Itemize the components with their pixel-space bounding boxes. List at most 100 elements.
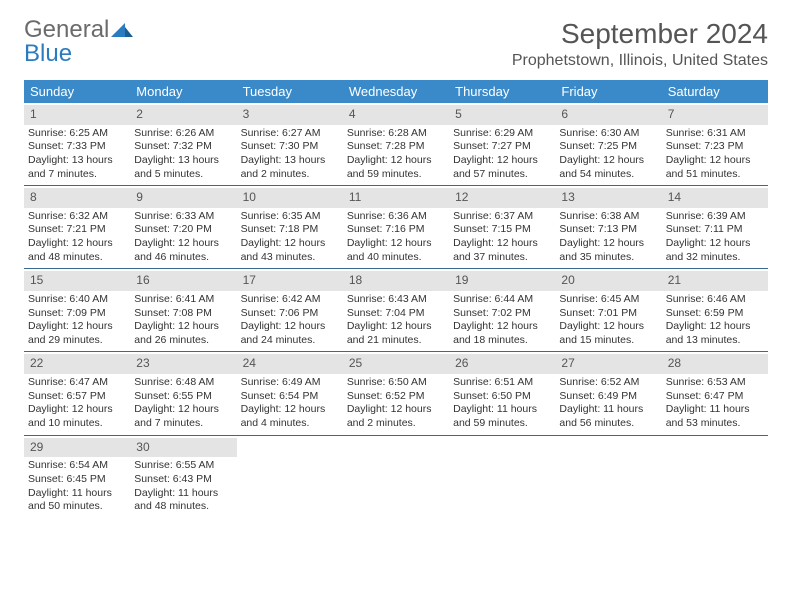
sunrise: Sunrise: 6:48 AM bbox=[134, 376, 232, 390]
day-cell: 30Sunrise: 6:55 AMSunset: 6:43 PMDayligh… bbox=[130, 436, 236, 518]
day-header: Monday bbox=[130, 80, 236, 103]
day-header: Friday bbox=[555, 80, 661, 103]
day-info: Sunrise: 6:36 AMSunset: 7:16 PMDaylight:… bbox=[347, 210, 445, 265]
day-number: 23 bbox=[130, 354, 236, 374]
daylight: Daylight: 12 hours and 4 minutes. bbox=[241, 403, 339, 430]
sunset: Sunset: 7:01 PM bbox=[559, 307, 657, 321]
daylight: Daylight: 11 hours and 59 minutes. bbox=[453, 403, 551, 430]
day-number-empty bbox=[449, 438, 555, 458]
day-number: 9 bbox=[130, 188, 236, 208]
day-number: 15 bbox=[24, 271, 130, 291]
sunrise: Sunrise: 6:51 AM bbox=[453, 376, 551, 390]
day-info: Sunrise: 6:51 AMSunset: 6:50 PMDaylight:… bbox=[453, 376, 551, 431]
daylight: Daylight: 12 hours and 24 minutes. bbox=[241, 320, 339, 347]
sunset: Sunset: 7:27 PM bbox=[453, 140, 551, 154]
day-number: 4 bbox=[343, 105, 449, 125]
day-cell: 15Sunrise: 6:40 AMSunset: 7:09 PMDayligh… bbox=[24, 269, 130, 351]
day-cell: 20Sunrise: 6:45 AMSunset: 7:01 PMDayligh… bbox=[555, 269, 661, 351]
sunrise: Sunrise: 6:40 AM bbox=[28, 293, 126, 307]
day-info: Sunrise: 6:39 AMSunset: 7:11 PMDaylight:… bbox=[666, 210, 764, 265]
day-info: Sunrise: 6:27 AMSunset: 7:30 PMDaylight:… bbox=[241, 127, 339, 182]
day-info: Sunrise: 6:38 AMSunset: 7:13 PMDaylight:… bbox=[559, 210, 657, 265]
daylight: Daylight: 12 hours and 13 minutes. bbox=[666, 320, 764, 347]
week-row: 15Sunrise: 6:40 AMSunset: 7:09 PMDayligh… bbox=[24, 269, 768, 352]
day-number: 21 bbox=[662, 271, 768, 291]
day-info: Sunrise: 6:49 AMSunset: 6:54 PMDaylight:… bbox=[241, 376, 339, 431]
sunset: Sunset: 6:52 PM bbox=[347, 390, 445, 404]
sunrise: Sunrise: 6:46 AM bbox=[666, 293, 764, 307]
day-number: 5 bbox=[449, 105, 555, 125]
day-cell: 26Sunrise: 6:51 AMSunset: 6:50 PMDayligh… bbox=[449, 352, 555, 434]
sunset: Sunset: 7:25 PM bbox=[559, 140, 657, 154]
sunrise: Sunrise: 6:49 AM bbox=[241, 376, 339, 390]
daylight: Daylight: 12 hours and 21 minutes. bbox=[347, 320, 445, 347]
sunset: Sunset: 7:02 PM bbox=[453, 307, 551, 321]
logo-text: General Blue bbox=[24, 18, 133, 66]
day-header: Sunday bbox=[24, 80, 130, 103]
calendar: Sunday Monday Tuesday Wednesday Thursday… bbox=[24, 80, 768, 518]
day-info: Sunrise: 6:37 AMSunset: 7:15 PMDaylight:… bbox=[453, 210, 551, 265]
day-cell: 5Sunrise: 6:29 AMSunset: 7:27 PMDaylight… bbox=[449, 103, 555, 185]
day-cell: 14Sunrise: 6:39 AMSunset: 7:11 PMDayligh… bbox=[662, 186, 768, 268]
day-number: 7 bbox=[662, 105, 768, 125]
day-info: Sunrise: 6:50 AMSunset: 6:52 PMDaylight:… bbox=[347, 376, 445, 431]
day-cell: 16Sunrise: 6:41 AMSunset: 7:08 PMDayligh… bbox=[130, 269, 236, 351]
day-number: 8 bbox=[24, 188, 130, 208]
logo-text-blue: Blue bbox=[24, 40, 72, 67]
sunset: Sunset: 6:59 PM bbox=[666, 307, 764, 321]
header: General Blue September 2024 Prophetstown… bbox=[24, 18, 768, 70]
day-info: Sunrise: 6:53 AMSunset: 6:47 PMDaylight:… bbox=[666, 376, 764, 431]
day-cell: 17Sunrise: 6:42 AMSunset: 7:06 PMDayligh… bbox=[237, 269, 343, 351]
day-cell: 12Sunrise: 6:37 AMSunset: 7:15 PMDayligh… bbox=[449, 186, 555, 268]
day-number: 24 bbox=[237, 354, 343, 374]
sunrise: Sunrise: 6:52 AM bbox=[559, 376, 657, 390]
day-cell: 24Sunrise: 6:49 AMSunset: 6:54 PMDayligh… bbox=[237, 352, 343, 434]
sunrise: Sunrise: 6:44 AM bbox=[453, 293, 551, 307]
day-number-empty bbox=[662, 438, 768, 458]
daylight: Daylight: 12 hours and 7 minutes. bbox=[134, 403, 232, 430]
week-row: 29Sunrise: 6:54 AMSunset: 6:45 PMDayligh… bbox=[24, 436, 768, 518]
sunrise: Sunrise: 6:50 AM bbox=[347, 376, 445, 390]
day-cell bbox=[555, 436, 661, 518]
sunset: Sunset: 7:13 PM bbox=[559, 223, 657, 237]
day-cell bbox=[237, 436, 343, 518]
day-number: 27 bbox=[555, 354, 661, 374]
sunrise: Sunrise: 6:39 AM bbox=[666, 210, 764, 224]
daylight: Daylight: 12 hours and 35 minutes. bbox=[559, 237, 657, 264]
sunrise: Sunrise: 6:54 AM bbox=[28, 459, 126, 473]
sunrise: Sunrise: 6:26 AM bbox=[134, 127, 232, 141]
day-number: 13 bbox=[555, 188, 661, 208]
day-cell: 9Sunrise: 6:33 AMSunset: 7:20 PMDaylight… bbox=[130, 186, 236, 268]
daylight: Daylight: 13 hours and 5 minutes. bbox=[134, 154, 232, 181]
daylight: Daylight: 12 hours and 51 minutes. bbox=[666, 154, 764, 181]
day-info: Sunrise: 6:46 AMSunset: 6:59 PMDaylight:… bbox=[666, 293, 764, 348]
sunrise: Sunrise: 6:53 AM bbox=[666, 376, 764, 390]
sunrise: Sunrise: 6:33 AM bbox=[134, 210, 232, 224]
sunset: Sunset: 7:09 PM bbox=[28, 307, 126, 321]
day-cell bbox=[449, 436, 555, 518]
day-info: Sunrise: 6:41 AMSunset: 7:08 PMDaylight:… bbox=[134, 293, 232, 348]
sunrise: Sunrise: 6:36 AM bbox=[347, 210, 445, 224]
day-cell: 25Sunrise: 6:50 AMSunset: 6:52 PMDayligh… bbox=[343, 352, 449, 434]
day-header: Wednesday bbox=[343, 80, 449, 103]
week-row: 1Sunrise: 6:25 AMSunset: 7:33 PMDaylight… bbox=[24, 103, 768, 186]
day-number: 17 bbox=[237, 271, 343, 291]
sunrise: Sunrise: 6:45 AM bbox=[559, 293, 657, 307]
day-info: Sunrise: 6:43 AMSunset: 7:04 PMDaylight:… bbox=[347, 293, 445, 348]
day-info: Sunrise: 6:40 AMSunset: 7:09 PMDaylight:… bbox=[28, 293, 126, 348]
daylight: Daylight: 12 hours and 40 minutes. bbox=[347, 237, 445, 264]
daylight: Daylight: 12 hours and 29 minutes. bbox=[28, 320, 126, 347]
day-cell: 8Sunrise: 6:32 AMSunset: 7:21 PMDaylight… bbox=[24, 186, 130, 268]
sunrise: Sunrise: 6:43 AM bbox=[347, 293, 445, 307]
day-info: Sunrise: 6:47 AMSunset: 6:57 PMDaylight:… bbox=[28, 376, 126, 431]
daylight: Daylight: 13 hours and 2 minutes. bbox=[241, 154, 339, 181]
day-cell: 2Sunrise: 6:26 AMSunset: 7:32 PMDaylight… bbox=[130, 103, 236, 185]
sunrise: Sunrise: 6:28 AM bbox=[347, 127, 445, 141]
daylight: Daylight: 12 hours and 32 minutes. bbox=[666, 237, 764, 264]
day-info: Sunrise: 6:26 AMSunset: 7:32 PMDaylight:… bbox=[134, 127, 232, 182]
day-number: 14 bbox=[662, 188, 768, 208]
day-number: 6 bbox=[555, 105, 661, 125]
sunset: Sunset: 7:21 PM bbox=[28, 223, 126, 237]
sunset: Sunset: 6:47 PM bbox=[666, 390, 764, 404]
sunrise: Sunrise: 6:25 AM bbox=[28, 127, 126, 141]
